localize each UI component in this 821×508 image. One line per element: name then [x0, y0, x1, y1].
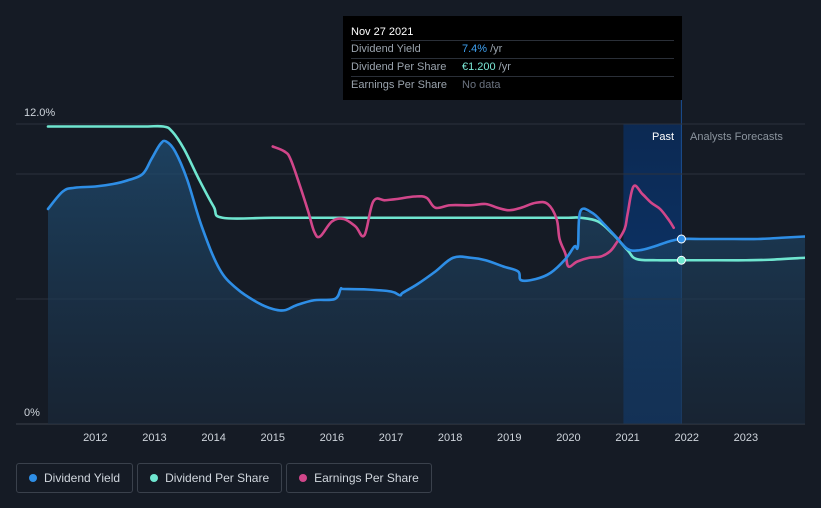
y-label-top: 12.0%	[24, 107, 55, 119]
tooltip: Nov 27 2021 Dividend Yield 7.4% /yr Divi…	[343, 16, 682, 100]
tooltip-row-dps: Dividend Per Share €1.200 /yr	[351, 58, 674, 76]
x-tick-label: 2017	[379, 432, 403, 444]
tooltip-date: Nov 27 2021	[351, 26, 414, 38]
tooltip-unit: /yr	[498, 61, 511, 73]
marker-yield	[676, 234, 686, 244]
tooltip-label: Dividend Yield	[351, 43, 421, 55]
x-tick-label: 2022	[674, 432, 698, 444]
legend-label: Earnings Per Share	[314, 471, 419, 485]
legend-item-dividend-per-share[interactable]: Dividend Per Share	[137, 463, 283, 493]
x-tick-label: 2021	[615, 432, 639, 444]
x-tick-label: 2016	[320, 432, 344, 444]
x-tick-label: 2014	[201, 432, 225, 444]
legend: Dividend Yield Dividend Per Share Earnin…	[16, 463, 432, 493]
dividend-yield-area	[48, 141, 805, 424]
x-tick-label: 2012	[83, 432, 107, 444]
series-line-eps	[271, 145, 676, 268]
legend-dot-icon	[29, 474, 37, 482]
x-tick-label: 2015	[260, 432, 284, 444]
legend-label: Dividend Yield	[44, 471, 121, 485]
tooltip-value: No data	[462, 79, 501, 91]
tooltip-label: Earnings Per Share	[351, 79, 447, 91]
legend-item-earnings-per-share[interactable]: Earnings Per Share	[286, 463, 432, 493]
tooltip-value: 7.4%	[462, 43, 488, 55]
tooltip-unit: /yr	[490, 43, 503, 55]
x-tick-label: 2013	[142, 432, 166, 444]
tooltip-row-eps: Earnings Per Share No data	[351, 76, 674, 94]
legend-dot-icon	[299, 474, 308, 482]
tooltip-row-yield: Dividend Yield 7.4% /yr	[351, 40, 674, 58]
forecast-label: Analysts Forecasts	[690, 131, 783, 143]
legend-dot-icon	[150, 474, 159, 482]
y-label-bottom: 0%	[24, 407, 40, 419]
legend-label: Dividend Per Share	[165, 471, 270, 485]
past-label: Past	[652, 131, 674, 143]
marker-dps	[676, 255, 686, 265]
x-tick-label: 2018	[438, 432, 462, 444]
x-tick-label: 2020	[556, 432, 580, 444]
series-line-dps	[46, 124, 805, 262]
series-line-yield	[46, 139, 805, 312]
x-tick-label: 2023	[734, 432, 758, 444]
legend-item-dividend-yield[interactable]: Dividend Yield	[16, 463, 134, 493]
tooltip-value: €1.200	[462, 61, 496, 73]
tooltip-label: Dividend Per Share	[351, 61, 447, 73]
x-tick-label: 2019	[497, 432, 521, 444]
